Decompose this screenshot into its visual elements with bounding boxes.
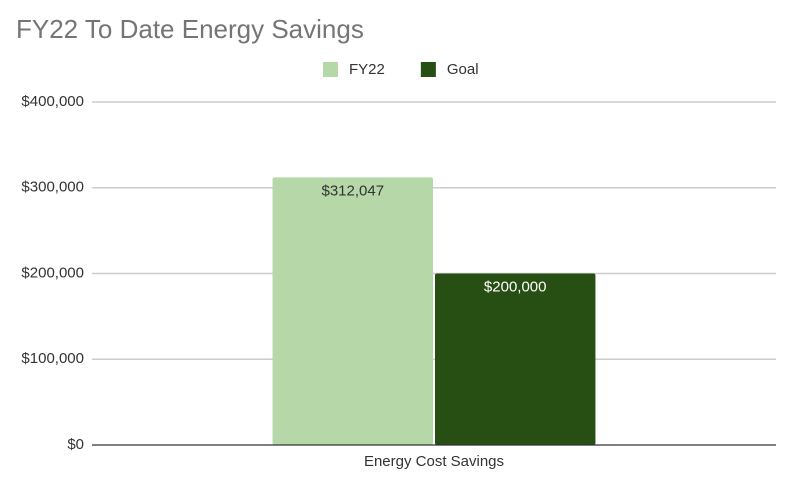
legend-label: Goal — [447, 61, 479, 78]
y-tick-label: $0 — [67, 436, 84, 453]
y-tick-label: $400,000 — [21, 93, 84, 110]
bar — [435, 273, 596, 445]
chart-title: FY22 To Date Energy Savings — [16, 14, 364, 44]
legend-swatch — [420, 62, 436, 77]
y-tick-label: $100,000 — [21, 350, 84, 367]
legend-swatch — [323, 62, 338, 77]
y-tick-label: $300,000 — [21, 179, 84, 196]
data-label: $200,000 — [484, 278, 547, 295]
legend-label: FY22 — [349, 61, 385, 78]
x-tick-label: Energy Cost Savings — [364, 453, 504, 470]
y-tick-label: $200,000 — [21, 264, 84, 281]
data-label: $312,047 — [321, 182, 384, 199]
bar — [272, 177, 433, 446]
